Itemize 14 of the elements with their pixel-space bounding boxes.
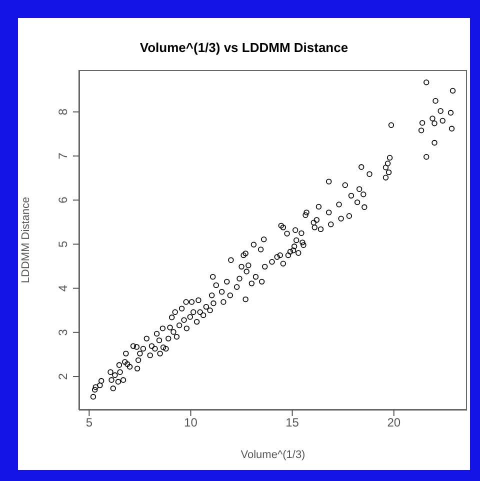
x-tick-label: 10: [184, 416, 198, 430]
x-tick-label: 15: [286, 416, 300, 430]
y-tick-label: 5: [56, 240, 70, 248]
y-tick-label: 6: [56, 196, 70, 204]
x-tick-label: 20: [387, 416, 401, 430]
x-tick-label: 5: [86, 416, 93, 430]
y-tick-label: 4: [56, 284, 70, 292]
y-tick-label: 3: [56, 328, 70, 336]
y-tick-label: 7: [56, 152, 70, 160]
x-axis-title: Volume^(1/3): [240, 449, 306, 461]
y-tick-label: 2: [56, 372, 70, 380]
y-tick-label: 8: [56, 108, 70, 116]
y-axis-title: LDDMM Distance: [20, 196, 32, 284]
chart-title: Volume^(1/3) vs LDDMM Distance: [138, 40, 350, 55]
